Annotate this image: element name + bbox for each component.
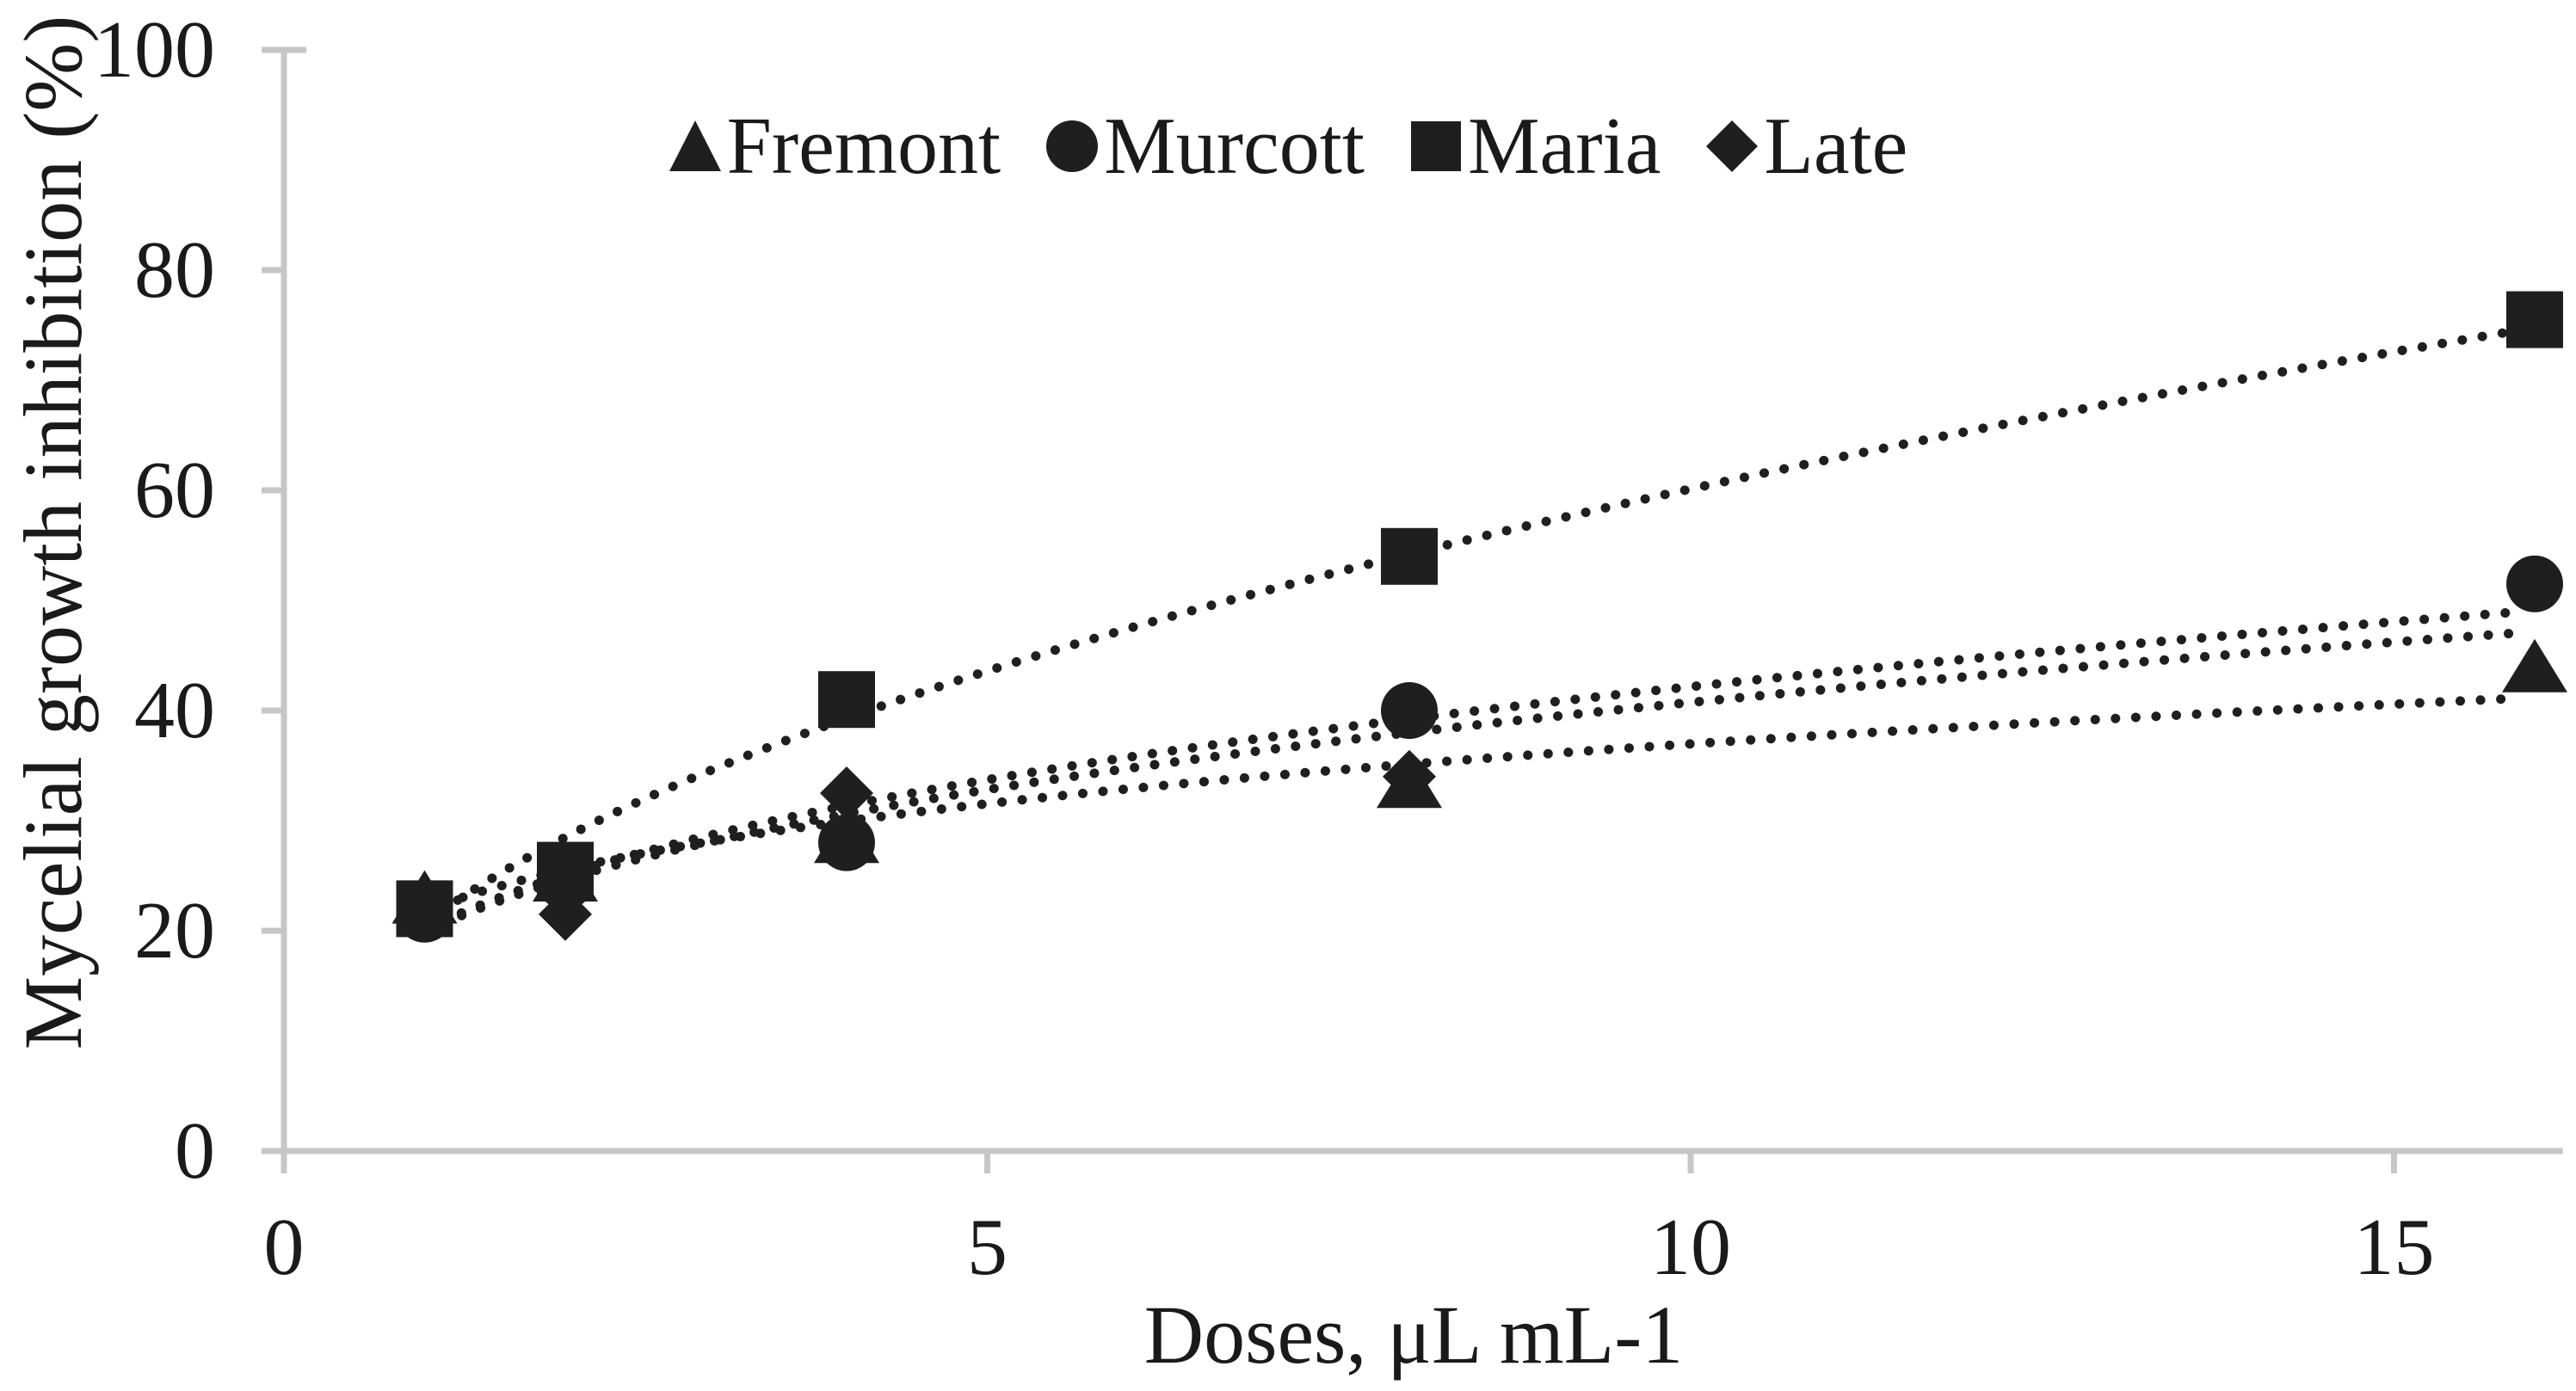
legend-label-murcott: Murcott [1104, 102, 1365, 191]
marker-murcott-dose-8 [1381, 682, 1438, 739]
trendline-late [420, 628, 2523, 937]
marker-maria-dose-8 [1381, 527, 1438, 585]
y-tick-label-20: 20 [134, 886, 215, 976]
legend-item-maria: Maria [1409, 102, 1661, 191]
y-tick-label-60: 60 [134, 446, 215, 535]
legend-label-maria: Maria [1467, 102, 1661, 191]
axes-lines [280, 50, 2563, 1154]
y-tick-label-40: 40 [134, 666, 215, 755]
diamond-icon [1706, 120, 1759, 172]
x-tick-label-5: 5 [967, 1203, 1008, 1292]
marker-fremont-dose-16 [2502, 638, 2567, 692]
marker-late-dose-4 [820, 766, 873, 820]
y-tick-label-100: 100 [94, 5, 215, 95]
legend-label-late: Late [1764, 102, 1908, 191]
x-axis-title: Doses, μL mL-1 [1143, 1289, 1684, 1381]
x-tick-label-0: 0 [263, 1203, 305, 1292]
marker-murcott-dose-16 [2506, 555, 2563, 612]
y-tick-label-80: 80 [134, 225, 215, 315]
legend-item-late: Late [1705, 102, 1907, 191]
trendline-fremont [420, 693, 2523, 916]
triangle-icon [669, 120, 721, 171]
trendline-murcott [420, 606, 2523, 935]
legend-label-fremont: Fremont [726, 102, 1001, 191]
marker-maria-dose-4 [818, 671, 875, 729]
legend-item-murcott: Murcott [1045, 102, 1365, 191]
marker-late-dose-8 [1383, 749, 1436, 803]
trendline-maria [420, 325, 2523, 929]
marker-maria-dose-2 [537, 841, 594, 899]
marker-maria-dose-16 [2506, 291, 2563, 348]
y-tick-label-0: 0 [175, 1106, 215, 1196]
circle-icon [1046, 120, 1099, 172]
marker-maria-dose-1 [396, 880, 453, 938]
legend-item-fremont: Fremont [669, 102, 1001, 191]
legend: Fremont Murcott Maria Late [0, 102, 2576, 191]
x-tick-label-10: 10 [1650, 1203, 1731, 1292]
x-tick-label-15: 15 [2353, 1203, 2435, 1292]
marker-murcott-dose-4 [818, 814, 875, 871]
square-icon [1410, 121, 1461, 171]
